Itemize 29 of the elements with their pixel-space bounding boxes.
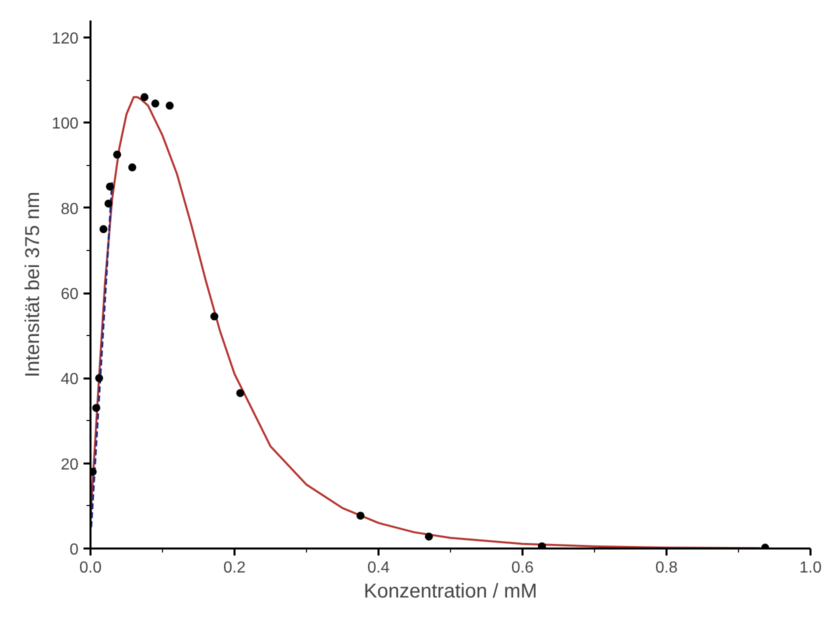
x-tick-label: 0.6 [511,560,534,576]
point [99,225,108,234]
point [92,404,100,412]
point [236,389,244,398]
point [104,200,112,208]
x-tick-label: 0.4 [367,560,390,576]
point [356,512,364,520]
y-tick-label: 80 [60,200,79,218]
y-tick-label: 120 [52,30,79,48]
point [166,102,174,110]
y-tick-label: 20 [60,456,79,474]
x-axis-title: Konzentration / mM [364,580,538,602]
y-axis-title: Intensität bei 375 nm [22,192,44,378]
y-tick-label: 0 [70,542,79,558]
point [113,150,122,159]
y-tick-label: 60 [60,286,79,304]
point [128,163,136,172]
point [140,93,148,102]
y-tick-label: 100 [52,116,79,133]
point [95,374,104,382]
point [210,312,218,320]
x-tick-label: 1.0 [799,560,822,576]
point [424,532,433,541]
point [106,182,114,191]
x-tick-label: 0.0 [79,560,102,576]
x-tick-label: 0.8 [655,560,678,576]
y-tick-label: 40 [60,371,79,388]
x-tick-label: 0.2 [223,560,246,576]
point [151,100,160,108]
